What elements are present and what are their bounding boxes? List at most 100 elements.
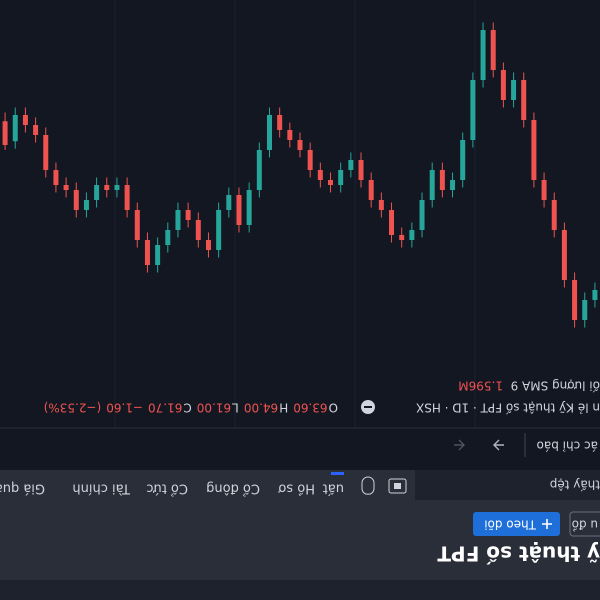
chart-button-label: u đồ xyxy=(572,518,598,532)
ohlc-value: 64.00 xyxy=(244,401,278,415)
eye-icon xyxy=(364,406,372,408)
candle-body xyxy=(368,180,374,200)
ohlc-value: (−2.53%) xyxy=(44,401,102,415)
candle-body xyxy=(358,160,364,180)
screenshot-button[interactable] xyxy=(388,478,407,494)
candle-body xyxy=(287,130,293,140)
indicators-label[interactable]: ác chỉ báo xyxy=(537,439,598,453)
candle-body xyxy=(134,210,140,240)
candle-body xyxy=(317,170,323,180)
candle-body xyxy=(551,200,557,230)
grid xyxy=(114,0,476,428)
candle-body xyxy=(246,190,252,225)
chart-controls xyxy=(345,470,415,500)
candle-body xyxy=(378,200,384,210)
tab[interactable]: Hồ sơ xyxy=(278,481,315,496)
follow-button-label: Theo dõi xyxy=(484,518,537,532)
candle-body xyxy=(195,220,201,240)
candle-body xyxy=(429,170,435,200)
active-tab-bar xyxy=(331,472,344,475)
candle-body xyxy=(83,200,89,210)
candle-body xyxy=(480,30,486,80)
candle-body xyxy=(572,280,578,320)
candle-body xyxy=(511,80,517,100)
candle-body xyxy=(419,200,425,230)
tab[interactable]: Cổ đông xyxy=(206,481,260,496)
follow-button[interactable] xyxy=(473,512,560,536)
ohlc-prefix: C xyxy=(183,401,191,415)
candle-body xyxy=(144,240,150,265)
candle-body xyxy=(155,245,161,265)
candle-body xyxy=(94,185,100,200)
chart-button[interactable] xyxy=(569,511,600,537)
candle-body xyxy=(521,80,527,120)
ohlc-value: 63.60 xyxy=(293,401,327,415)
redo-button[interactable] xyxy=(493,439,504,451)
candle-body xyxy=(114,185,120,190)
tab[interactable]: Giá quá k xyxy=(0,481,45,496)
legend-title: n lẻ Kỹ thuật số FPT · 1D · HSX xyxy=(416,401,600,415)
candles xyxy=(2,22,598,328)
volume-label: ối lượng SMA 9 xyxy=(511,379,600,393)
candle-body xyxy=(104,185,110,190)
candle-body xyxy=(328,180,334,185)
candle-body xyxy=(541,180,547,200)
candle-body xyxy=(389,210,395,235)
title: ỹ thuật số FPT xyxy=(437,542,600,566)
candle-body xyxy=(500,70,506,100)
candle-body xyxy=(277,115,283,130)
toolbar xyxy=(0,428,600,470)
candle-body xyxy=(470,80,476,140)
candle-body xyxy=(348,160,354,170)
candle-body xyxy=(439,170,445,190)
candle-body xyxy=(450,180,456,190)
candle-body xyxy=(297,140,303,150)
screenshot-icon xyxy=(394,483,401,489)
ohlc-value: 61.70 xyxy=(148,401,182,415)
candle-body xyxy=(226,195,232,210)
candle-body xyxy=(266,115,272,150)
ohlc-legend: O63.60 H64.00 L61.00 C61.70 −1.60 (−2.53%) xyxy=(44,401,338,415)
candle-body xyxy=(63,185,69,190)
candle-body xyxy=(165,230,171,245)
ohlc-prefix: L xyxy=(232,401,239,415)
candle-body xyxy=(2,121,8,145)
candle-body xyxy=(582,300,588,320)
candle-body xyxy=(490,30,496,70)
ohlc-prefix: H xyxy=(279,401,288,415)
volume-value: 1.596M xyxy=(458,379,503,393)
candle-body xyxy=(205,240,211,250)
candle-body xyxy=(73,190,79,210)
plus-icon xyxy=(542,519,552,529)
candle-body xyxy=(592,290,598,300)
tabs: uất Hồ sơ Cổ đông Cổ tức Tài chính Giá quá k xyxy=(0,481,344,496)
candle-body xyxy=(338,170,344,185)
candle-body xyxy=(124,185,130,210)
chart-topbar xyxy=(415,470,600,500)
candle-body xyxy=(43,135,49,170)
undo-button[interactable] xyxy=(454,439,465,451)
tab[interactable]: uất xyxy=(323,481,344,496)
candle-body xyxy=(22,115,28,125)
candle-body xyxy=(561,230,567,280)
candle-body xyxy=(175,210,181,230)
file-label: thấy tệp xyxy=(550,478,600,492)
ohlc-value: −1.60 xyxy=(106,401,143,415)
tab[interactable]: Tài chính xyxy=(72,481,131,496)
tab[interactable]: Cổ tức xyxy=(146,481,188,496)
ohlc-prefix: O xyxy=(329,401,338,415)
camera-button[interactable] xyxy=(361,476,375,495)
candle-body xyxy=(12,115,18,142)
candle-body xyxy=(256,150,262,190)
candle-body xyxy=(460,140,466,180)
candle-body xyxy=(216,210,222,250)
candle-body xyxy=(399,235,405,240)
candle-body xyxy=(53,170,59,185)
top-strip xyxy=(0,580,600,600)
candle-body xyxy=(236,195,242,225)
candle-body xyxy=(185,210,191,220)
ohlc-value: 61.00 xyxy=(197,401,231,415)
candle-body xyxy=(307,150,313,170)
